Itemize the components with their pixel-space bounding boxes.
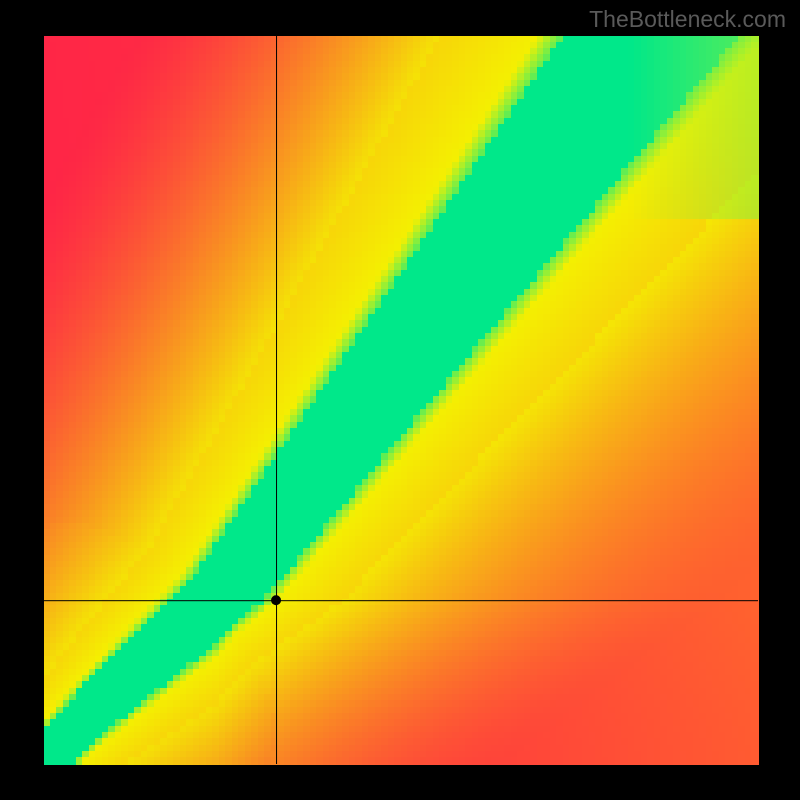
heatmap-canvas <box>0 0 800 800</box>
chart-frame: TheBottleneck.com <box>0 0 800 800</box>
watermark-text: TheBottleneck.com <box>589 6 786 33</box>
